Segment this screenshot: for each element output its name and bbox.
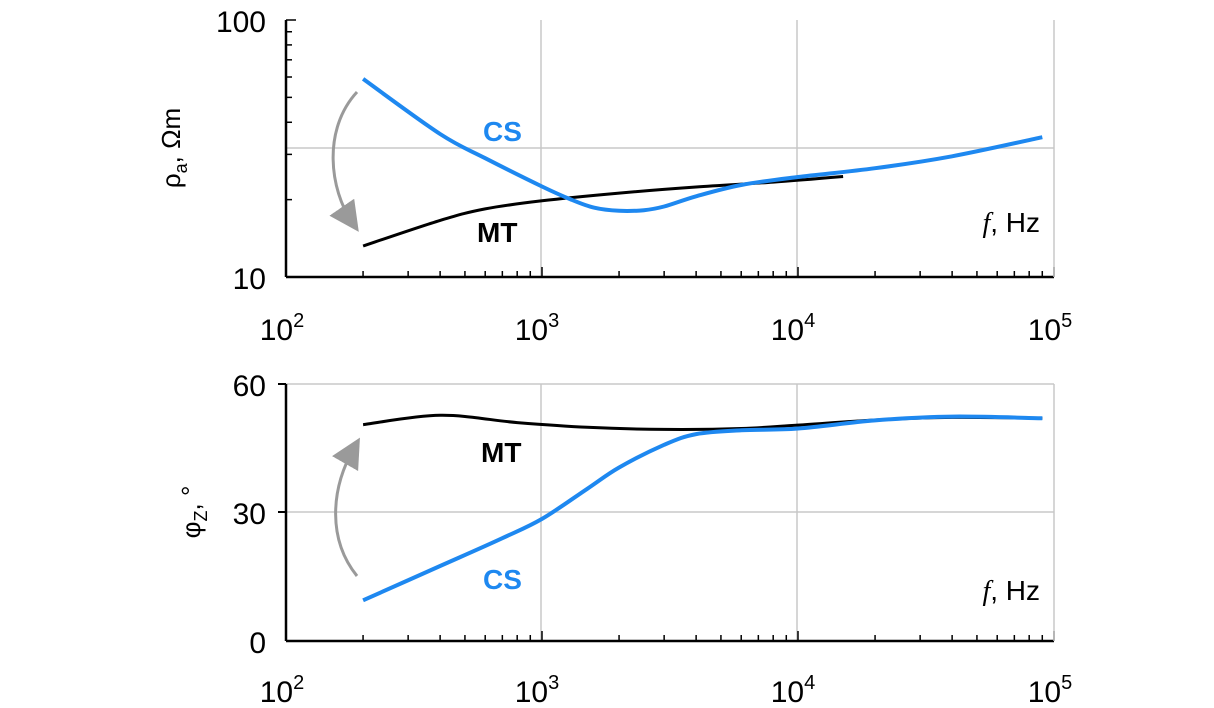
top-series-CS-line bbox=[361, 77, 1043, 213]
bottom-gridlines bbox=[286, 383, 1054, 641]
top-x-axis-label: f, Hz bbox=[982, 207, 1040, 239]
bottom-xtick-1e3: 103 bbox=[515, 672, 560, 708]
bottom-xtick-labels: 102 103 104 105 bbox=[260, 672, 1073, 708]
bottom-ytick-0: 0 bbox=[249, 627, 266, 660]
top-ytick-100: 100 bbox=[216, 6, 266, 39]
bottom-series-CS-line bbox=[362, 414, 1043, 603]
top-arrow bbox=[329, 90, 359, 232]
resistivity-chart: 100 10 102 103 104 105 ρa, Ωm f, Hz CS M… bbox=[156, 6, 1072, 347]
phase-chart: 60 30 0 102 103 104 105 φZ, ° f, Hz MT C… bbox=[176, 370, 1072, 708]
bottom-y-axis-label: φZ, ° bbox=[176, 486, 211, 539]
top-label-CS: CS bbox=[483, 116, 522, 147]
top-xtick-labels: 102 103 104 105 bbox=[260, 310, 1073, 347]
bottom-ytick-30: 30 bbox=[233, 498, 266, 531]
bottom-xtick-1e2: 102 bbox=[260, 672, 305, 708]
top-xtick-1e3: 103 bbox=[515, 310, 560, 347]
top-xtick-1e4: 104 bbox=[771, 310, 816, 347]
top-ytick-10: 10 bbox=[233, 263, 266, 296]
top-label-MT: MT bbox=[477, 217, 517, 248]
bottom-ytick-60: 60 bbox=[233, 370, 266, 403]
bottom-xtick-1e5: 105 bbox=[1028, 672, 1073, 708]
bottom-label-MT: MT bbox=[481, 437, 521, 468]
bottom-label-CS: CS bbox=[483, 564, 522, 595]
bottom-minor-ticks bbox=[285, 631, 1055, 641]
top-y-axis-label: ρa, Ωm bbox=[156, 108, 191, 188]
bottom-x-axis-label: f, Hz bbox=[982, 575, 1040, 607]
top-xtick-1e5: 105 bbox=[1028, 310, 1073, 347]
top-gridlines bbox=[286, 20, 1054, 277]
bottom-arrow bbox=[332, 437, 360, 577]
bottom-xtick-1e4: 104 bbox=[771, 672, 816, 708]
top-xtick-1e2: 102 bbox=[260, 310, 305, 347]
